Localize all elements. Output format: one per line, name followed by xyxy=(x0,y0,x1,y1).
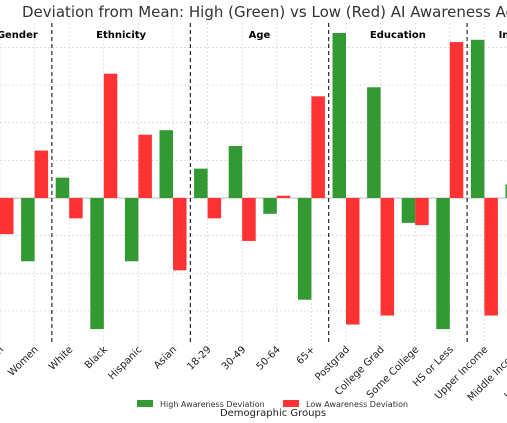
legend-label-high: High Awareness Deviation xyxy=(160,400,265,409)
low-bar-black xyxy=(103,73,118,198)
group-label-education: Education xyxy=(370,30,426,41)
high-bar-women xyxy=(21,198,35,262)
group-label-age: Age xyxy=(249,30,271,41)
high-bar-30-49 xyxy=(228,146,243,198)
low-bar-men xyxy=(0,198,14,235)
low-bar-women xyxy=(34,150,49,198)
x-axis-label: Demographic Groups xyxy=(220,408,326,419)
high-bar-middle-income xyxy=(505,184,507,198)
high-bar-postgrad xyxy=(332,33,346,198)
high-bar-hs-or-less xyxy=(436,198,450,330)
chart-title: Deviation from Mean: High (Green) vs Low… xyxy=(22,3,507,21)
x-tick-label-50-64: 50-64 xyxy=(255,344,283,372)
high-bar-white xyxy=(55,177,70,198)
high-bar-asian xyxy=(159,130,173,198)
high-bar-hispanic xyxy=(124,198,139,262)
plot-area: Gender Ethnicity Age Education Income MenWome… xyxy=(0,23,507,404)
high-bar-upper-income xyxy=(470,39,485,198)
high-bar-some-college xyxy=(401,198,416,223)
high-bar-18-29 xyxy=(194,168,208,198)
x-tick-label-hispanic: Hispanic xyxy=(107,344,145,382)
group-label-income: Income xyxy=(499,30,507,41)
high-bar-black xyxy=(90,198,104,330)
x-tick-label-18-29: 18-29 xyxy=(185,344,213,372)
low-bar-asian xyxy=(173,198,187,271)
low-bar-some-college xyxy=(415,198,429,226)
low-bar-50-64 xyxy=(276,195,291,198)
low-bar-65- xyxy=(311,96,325,198)
legend: High Awareness Deviation Low Awareness De… xyxy=(137,400,408,409)
low-bar-18-29 xyxy=(207,198,222,219)
x-tick-label-30-49: 30-49 xyxy=(220,344,248,372)
x-tick-label-white: White xyxy=(47,344,75,372)
high-bar-college-grad xyxy=(367,87,381,198)
high-bar-65- xyxy=(297,198,312,300)
low-bar-30-49 xyxy=(242,198,256,241)
x-tick-label-men: Men xyxy=(0,344,6,367)
high-bar-50-64 xyxy=(263,198,277,214)
x-tick-label-black: Black xyxy=(83,344,110,371)
group-label-gender: Gender xyxy=(0,30,38,41)
low-bar-college-grad xyxy=(380,198,395,316)
x-tick-label-asian: Asian xyxy=(152,344,179,371)
x-tick-label-65-: 65+ xyxy=(295,344,318,367)
low-bar-white xyxy=(69,198,83,219)
low-bar-hispanic xyxy=(138,134,152,198)
legend-label-low: Low Awareness Deviation xyxy=(306,400,408,409)
low-bar-upper-income xyxy=(484,198,498,316)
group-label-ethnicity: Ethnicity xyxy=(96,30,146,41)
legend-swatch-low xyxy=(283,400,299,407)
low-bar-postgrad xyxy=(346,198,360,325)
legend-swatch-high xyxy=(137,400,153,407)
low-bar-hs-or-less xyxy=(449,42,464,199)
x-tick-label-women: Women xyxy=(6,344,40,378)
